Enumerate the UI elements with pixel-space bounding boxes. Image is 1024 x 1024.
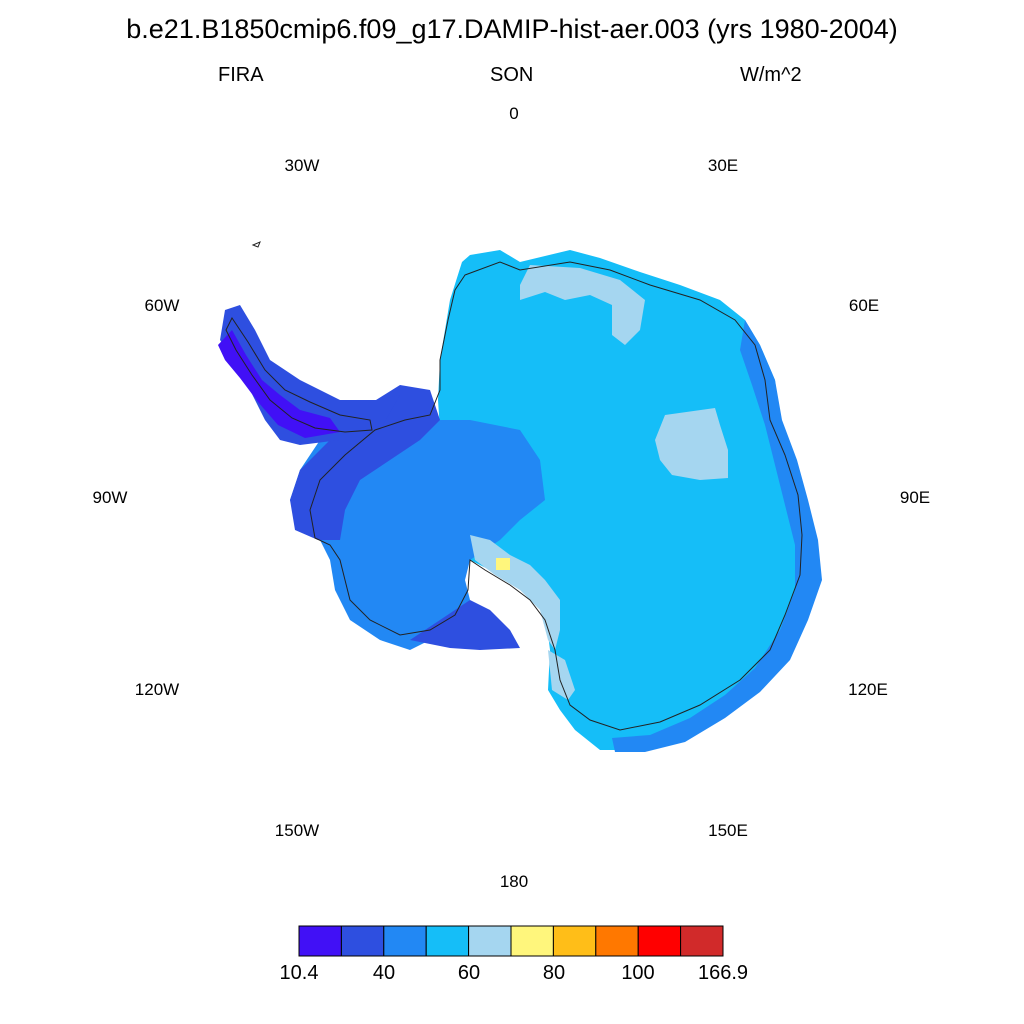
lon-label-150e: 150E — [708, 821, 748, 840]
small-island — [251, 241, 261, 248]
plot-title: b.e21.B1850cmip6.f09_g17.DAMIP-hist-aer.… — [126, 14, 898, 44]
coastal-band-darkblue — [290, 385, 440, 540]
colorbar-label-40: 40 — [372, 962, 396, 984]
variable-label: FIRA — [218, 64, 264, 86]
dronning-maud-patch — [520, 265, 645, 345]
colorbar-label-min: 10.4 — [279, 962, 319, 984]
lon-label-180: 180 — [499, 872, 529, 891]
lon-label-30e: 30E — [707, 156, 739, 175]
colorbar-label-100: 100 — [621, 962, 655, 984]
peninsula-coastline — [225, 317, 373, 433]
colorbar-label-80: 80 — [542, 962, 566, 984]
colorbar-label-60: 60 — [457, 962, 481, 984]
wilkes-land-patch — [655, 408, 728, 480]
lon-label-0: 0 — [509, 104, 519, 123]
lon-label-60e: 60E — [848, 296, 880, 315]
colorbar-label-max: 166.9 — [697, 962, 749, 984]
lon-label-60w: 60W — [144, 296, 180, 315]
transantarctic-patch — [470, 535, 560, 650]
units-label: W/m^2 — [740, 64, 802, 86]
peninsula-tip — [218, 330, 340, 438]
ross-ice-shelf-patch — [548, 650, 575, 700]
lon-label-150w: 150W — [274, 821, 320, 840]
lon-label-120w: 120W — [134, 680, 180, 699]
east-coast-rim — [612, 320, 822, 752]
season-label: SON — [490, 64, 534, 86]
lon-label-90w: 90W — [92, 488, 128, 507]
lon-label-30w: 30W — [284, 156, 320, 175]
ross-sea-coast — [410, 600, 520, 650]
coastline — [309, 261, 803, 731]
lon-label-120e: 120E — [848, 680, 888, 699]
lon-label-90e: 90E — [899, 488, 931, 507]
high-value-cell — [496, 558, 510, 570]
continent-interior — [438, 250, 820, 750]
